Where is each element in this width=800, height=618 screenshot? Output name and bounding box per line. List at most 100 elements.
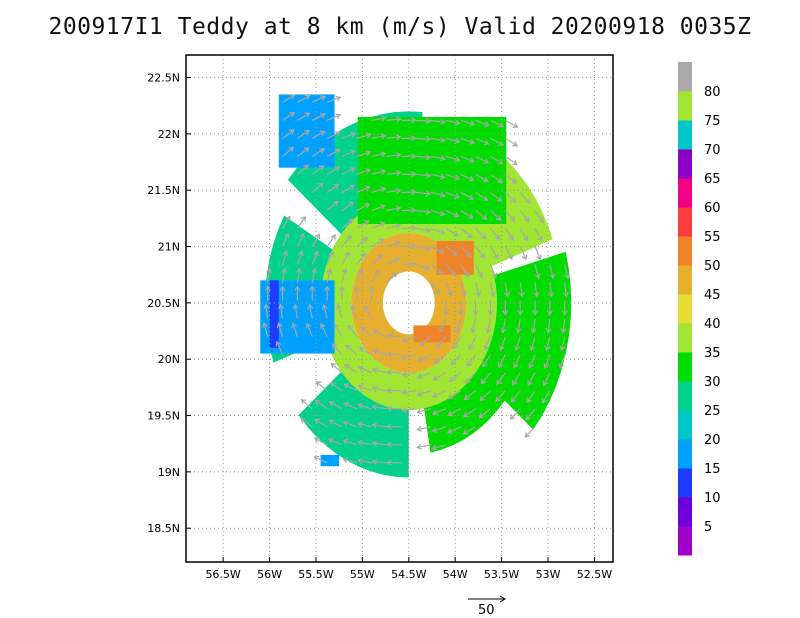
wind-vector xyxy=(341,218,353,229)
wind-vector xyxy=(475,191,488,201)
wind-vector-head xyxy=(329,382,336,388)
wind-vector xyxy=(505,137,518,147)
wind-vector xyxy=(282,94,295,103)
x-tick-label: 54.5W xyxy=(391,568,426,581)
wind-vector xyxy=(277,323,284,337)
wind-vector xyxy=(402,354,417,359)
wind-vector xyxy=(371,152,386,157)
wind-vector xyxy=(450,354,462,366)
wind-vector-head xyxy=(334,323,340,330)
wind-vector-head xyxy=(364,203,371,209)
wind-vector xyxy=(372,368,387,374)
wind-vector-head xyxy=(365,167,371,174)
wind-vector-head xyxy=(467,232,473,238)
colorbar-label: 60 xyxy=(704,201,721,216)
wind-vector-head xyxy=(544,345,551,352)
wind-vector-head xyxy=(283,232,290,239)
wind-vector xyxy=(534,282,538,297)
wind-vector xyxy=(475,264,483,278)
wind-vector-head xyxy=(364,185,371,192)
wind-vector xyxy=(344,364,358,374)
wind-vector xyxy=(513,354,521,368)
wind-vector-head xyxy=(297,250,304,257)
wind-vector xyxy=(504,155,518,165)
wind-vector xyxy=(490,155,503,165)
wind-vector-head xyxy=(330,234,336,240)
wind-vector xyxy=(311,95,326,103)
wind-vector-head xyxy=(468,175,475,182)
wind-vector-head xyxy=(525,414,531,421)
wind-vector-head xyxy=(525,197,531,204)
wind-vector-head xyxy=(425,154,432,161)
wind-vector xyxy=(386,189,401,194)
wind-vector-head xyxy=(442,310,449,316)
wind-vector xyxy=(401,227,416,230)
wind-vector xyxy=(430,119,445,124)
wind-vector xyxy=(282,146,294,157)
wind-vector xyxy=(489,264,497,278)
wind-vector xyxy=(330,382,343,392)
wind-vector-head xyxy=(343,383,350,389)
wind-vector-head xyxy=(481,214,488,220)
wind-vector-head xyxy=(410,171,417,178)
wind-vector-head xyxy=(463,394,470,401)
x-tick-label: 55.5W xyxy=(298,568,333,581)
wind-vector-head xyxy=(495,396,501,403)
wind-vector-head xyxy=(305,322,312,329)
wind-vector-head xyxy=(418,340,425,346)
wind-vector-head xyxy=(386,441,392,448)
wind-vector-head xyxy=(493,253,499,260)
wind-vector-head xyxy=(494,234,501,241)
wind-vector-head xyxy=(266,267,273,274)
wind-vector-head xyxy=(479,395,486,402)
wind-vector-head xyxy=(380,204,386,210)
wind-vector xyxy=(371,170,386,176)
wind-vector xyxy=(517,318,521,333)
wind-vector-head xyxy=(468,194,475,200)
wind-vector-head xyxy=(564,273,570,280)
wind-vector xyxy=(527,372,536,386)
wind-vector-head xyxy=(332,200,339,207)
wind-vector xyxy=(314,437,328,446)
wind-vector xyxy=(481,372,491,384)
wind-vector-head xyxy=(328,437,334,444)
wind-vector-head xyxy=(434,289,440,296)
wind-vector xyxy=(358,404,372,410)
wind-vector xyxy=(311,113,325,121)
wind-vector-head xyxy=(509,216,516,222)
wind-vector-head xyxy=(521,254,528,261)
wind-vector xyxy=(326,96,341,103)
wind-vector-head xyxy=(289,94,296,100)
wind-vector xyxy=(562,318,566,333)
wind-vector-head xyxy=(371,422,378,429)
wind-vector-head xyxy=(344,364,350,370)
wind-vector xyxy=(445,209,459,217)
wind-vector xyxy=(489,282,494,297)
wind-vector-head xyxy=(371,404,378,411)
wind-vector xyxy=(356,168,371,175)
wind-vector-head xyxy=(374,269,380,276)
wind-vector xyxy=(464,390,476,400)
wind-vector-head xyxy=(289,111,296,118)
wind-vector-head xyxy=(425,227,432,234)
wind-vector-head xyxy=(338,285,345,291)
wind-vector-head xyxy=(276,322,283,328)
wind-vector-head xyxy=(294,285,301,291)
wind-vector xyxy=(564,282,567,297)
wind-vector-head xyxy=(334,148,341,155)
wind-vector xyxy=(416,119,431,122)
wind-vector-head xyxy=(299,233,305,239)
wind-vector xyxy=(341,252,350,265)
wind-vector xyxy=(549,282,553,297)
wind-vector-head xyxy=(502,310,509,316)
wind-vector-head xyxy=(349,184,356,190)
wind-vector xyxy=(402,408,417,411)
wind-vector xyxy=(311,130,325,139)
wind-vector xyxy=(371,135,386,139)
wind-vector xyxy=(504,192,516,203)
wind-vector-head xyxy=(496,379,502,386)
wind-vector-head xyxy=(439,192,446,198)
wind-vector-head xyxy=(318,182,324,189)
wind-vector-head xyxy=(275,340,282,347)
wind-vector xyxy=(326,183,339,193)
